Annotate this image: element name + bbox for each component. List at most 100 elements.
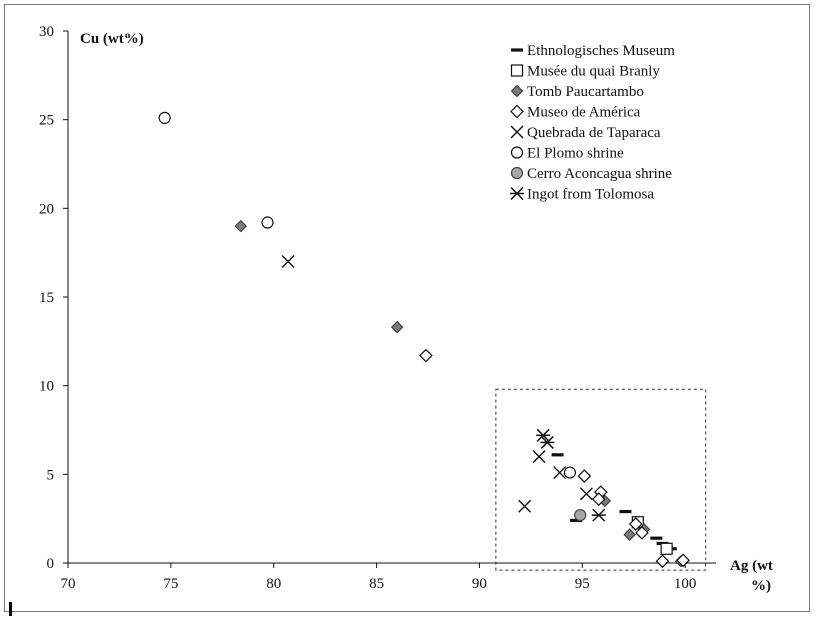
data-point-series-3 bbox=[390, 320, 404, 334]
diamond-marker bbox=[390, 320, 404, 334]
legend-marker bbox=[511, 48, 523, 52]
legend-label: El Plomo shrine bbox=[527, 146, 624, 162]
data-point-series-3 bbox=[234, 219, 248, 233]
circle-marker bbox=[510, 166, 524, 180]
diamond-marker bbox=[628, 517, 643, 531]
data-point-series-4 bbox=[577, 469, 592, 483]
dash-marker bbox=[650, 536, 663, 540]
y-tick-label: 0 bbox=[47, 556, 55, 572]
diamond-marker bbox=[419, 348, 433, 363]
data-point-series-8 bbox=[536, 428, 551, 442]
data-point-series-6 bbox=[563, 466, 577, 479]
data-point-series-8 bbox=[540, 435, 555, 449]
data-point-series-5 bbox=[553, 466, 567, 480]
data-point-series-4 bbox=[419, 348, 433, 363]
data-point-series-5 bbox=[579, 487, 593, 501]
data-point-series-4 bbox=[676, 553, 690, 568]
x-marker-stroke bbox=[510, 125, 524, 139]
dash-marker bbox=[619, 509, 632, 514]
dash-marker bbox=[511, 48, 523, 52]
legend-marker bbox=[510, 125, 524, 139]
legend-marker bbox=[510, 64, 524, 77]
data-point-series-7 bbox=[574, 509, 587, 522]
data-point-series-5 bbox=[532, 450, 546, 464]
zoom-box-layer bbox=[495, 388, 707, 571]
x-axis-title-line-1: Ag (wt bbox=[730, 558, 773, 574]
y-tick-label: 5 bbox=[47, 467, 55, 483]
axis-text: Cu (wt%) Ag (wt %) bbox=[80, 31, 773, 594]
data-point-series-3 bbox=[623, 528, 636, 541]
data-point-series-1 bbox=[551, 453, 564, 457]
chart-frame bbox=[4, 4, 810, 612]
data-point-series-5 bbox=[281, 255, 295, 269]
legend-marker bbox=[510, 186, 524, 201]
data-point-series-4 bbox=[591, 492, 606, 507]
data-point-series-5 bbox=[518, 499, 532, 513]
x-tick-label: 75 bbox=[163, 576, 178, 592]
x-tick-label: 95 bbox=[575, 576, 590, 592]
x-tick-label: 90 bbox=[472, 576, 487, 592]
legend-label: Ingot from Tolomosa bbox=[527, 187, 654, 203]
diamond-marker bbox=[510, 84, 524, 98]
circle-marker bbox=[563, 466, 577, 479]
y-tick-label: 15 bbox=[39, 290, 54, 306]
legend-item: El Plomo shrine bbox=[510, 146, 624, 162]
dash-marker bbox=[551, 453, 564, 457]
x-tick-label: 80 bbox=[266, 576, 281, 592]
diamond-marker bbox=[635, 526, 649, 540]
y-tick-label: 10 bbox=[39, 379, 54, 395]
x-tick-label: 85 bbox=[369, 576, 384, 592]
x-axis-title-line-2: %) bbox=[751, 578, 771, 594]
x-marker-stroke bbox=[553, 466, 567, 480]
corner-mark bbox=[9, 602, 12, 616]
legend-label: Ethnologisches Museum bbox=[527, 43, 675, 59]
x-tick-label: 70 bbox=[61, 576, 76, 592]
data-point-series-8 bbox=[591, 508, 606, 522]
square-marker bbox=[510, 64, 524, 77]
square-marker bbox=[660, 542, 673, 555]
data-point-series-1 bbox=[619, 509, 632, 514]
data-point-series-6 bbox=[261, 216, 274, 229]
y-axis-title: Cu (wt%) bbox=[80, 31, 144, 47]
circle-marker bbox=[158, 111, 171, 124]
y-tick-label: 20 bbox=[39, 201, 54, 217]
legend-item: Quebrada de Taparaca bbox=[510, 125, 661, 141]
data-point-series-6 bbox=[158, 111, 171, 124]
dash-marker bbox=[570, 518, 583, 523]
legend-item: Museo de América bbox=[510, 104, 641, 121]
diamond-marker bbox=[510, 104, 524, 119]
diamond-marker bbox=[623, 528, 636, 541]
data-points bbox=[158, 111, 690, 569]
data-point-series-4 bbox=[635, 526, 649, 540]
legend: Ethnologisches Museum Musée du quai Branl… bbox=[510, 43, 675, 203]
diamond-marker bbox=[655, 554, 670, 569]
legend-item: Cerro Aconcagua shrine bbox=[510, 166, 672, 182]
circle-marker bbox=[510, 146, 524, 159]
x-tick-label: 100 bbox=[674, 576, 697, 592]
legend-item: Ethnologisches Museum bbox=[511, 43, 675, 59]
legend-marker bbox=[510, 104, 524, 119]
circle-marker bbox=[574, 509, 587, 522]
legend-label: Musée du quai Branly bbox=[527, 64, 660, 80]
data-point-series-1 bbox=[570, 518, 583, 523]
x-marker-stroke bbox=[281, 255, 295, 269]
legend-marker bbox=[510, 84, 524, 98]
diamond-marker bbox=[234, 219, 248, 233]
legend-item: Ingot from Tolomosa bbox=[510, 187, 654, 203]
legend-label: Cerro Aconcagua shrine bbox=[527, 166, 672, 182]
y-tick-label: 30 bbox=[39, 24, 54, 40]
circle-marker bbox=[261, 216, 274, 229]
legend-label: Museo de América bbox=[527, 105, 641, 121]
diamond-marker bbox=[591, 492, 606, 507]
data-point-series-2 bbox=[660, 542, 673, 555]
x-marker-stroke bbox=[532, 450, 546, 464]
legend-label: Quebrada de Taparaca bbox=[527, 125, 661, 141]
data-point-series-4 bbox=[655, 554, 670, 569]
legend-item: Tomb Paucartambo bbox=[510, 84, 644, 100]
x-marker-stroke bbox=[579, 487, 593, 501]
legend-marker bbox=[510, 166, 524, 180]
y-tick-label: 25 bbox=[39, 113, 54, 129]
legend-item: Musée du quai Branly bbox=[510, 64, 660, 80]
axes: 0 5 10 15 20 25 30 70 75 80 85 90 95 100 bbox=[39, 24, 716, 592]
